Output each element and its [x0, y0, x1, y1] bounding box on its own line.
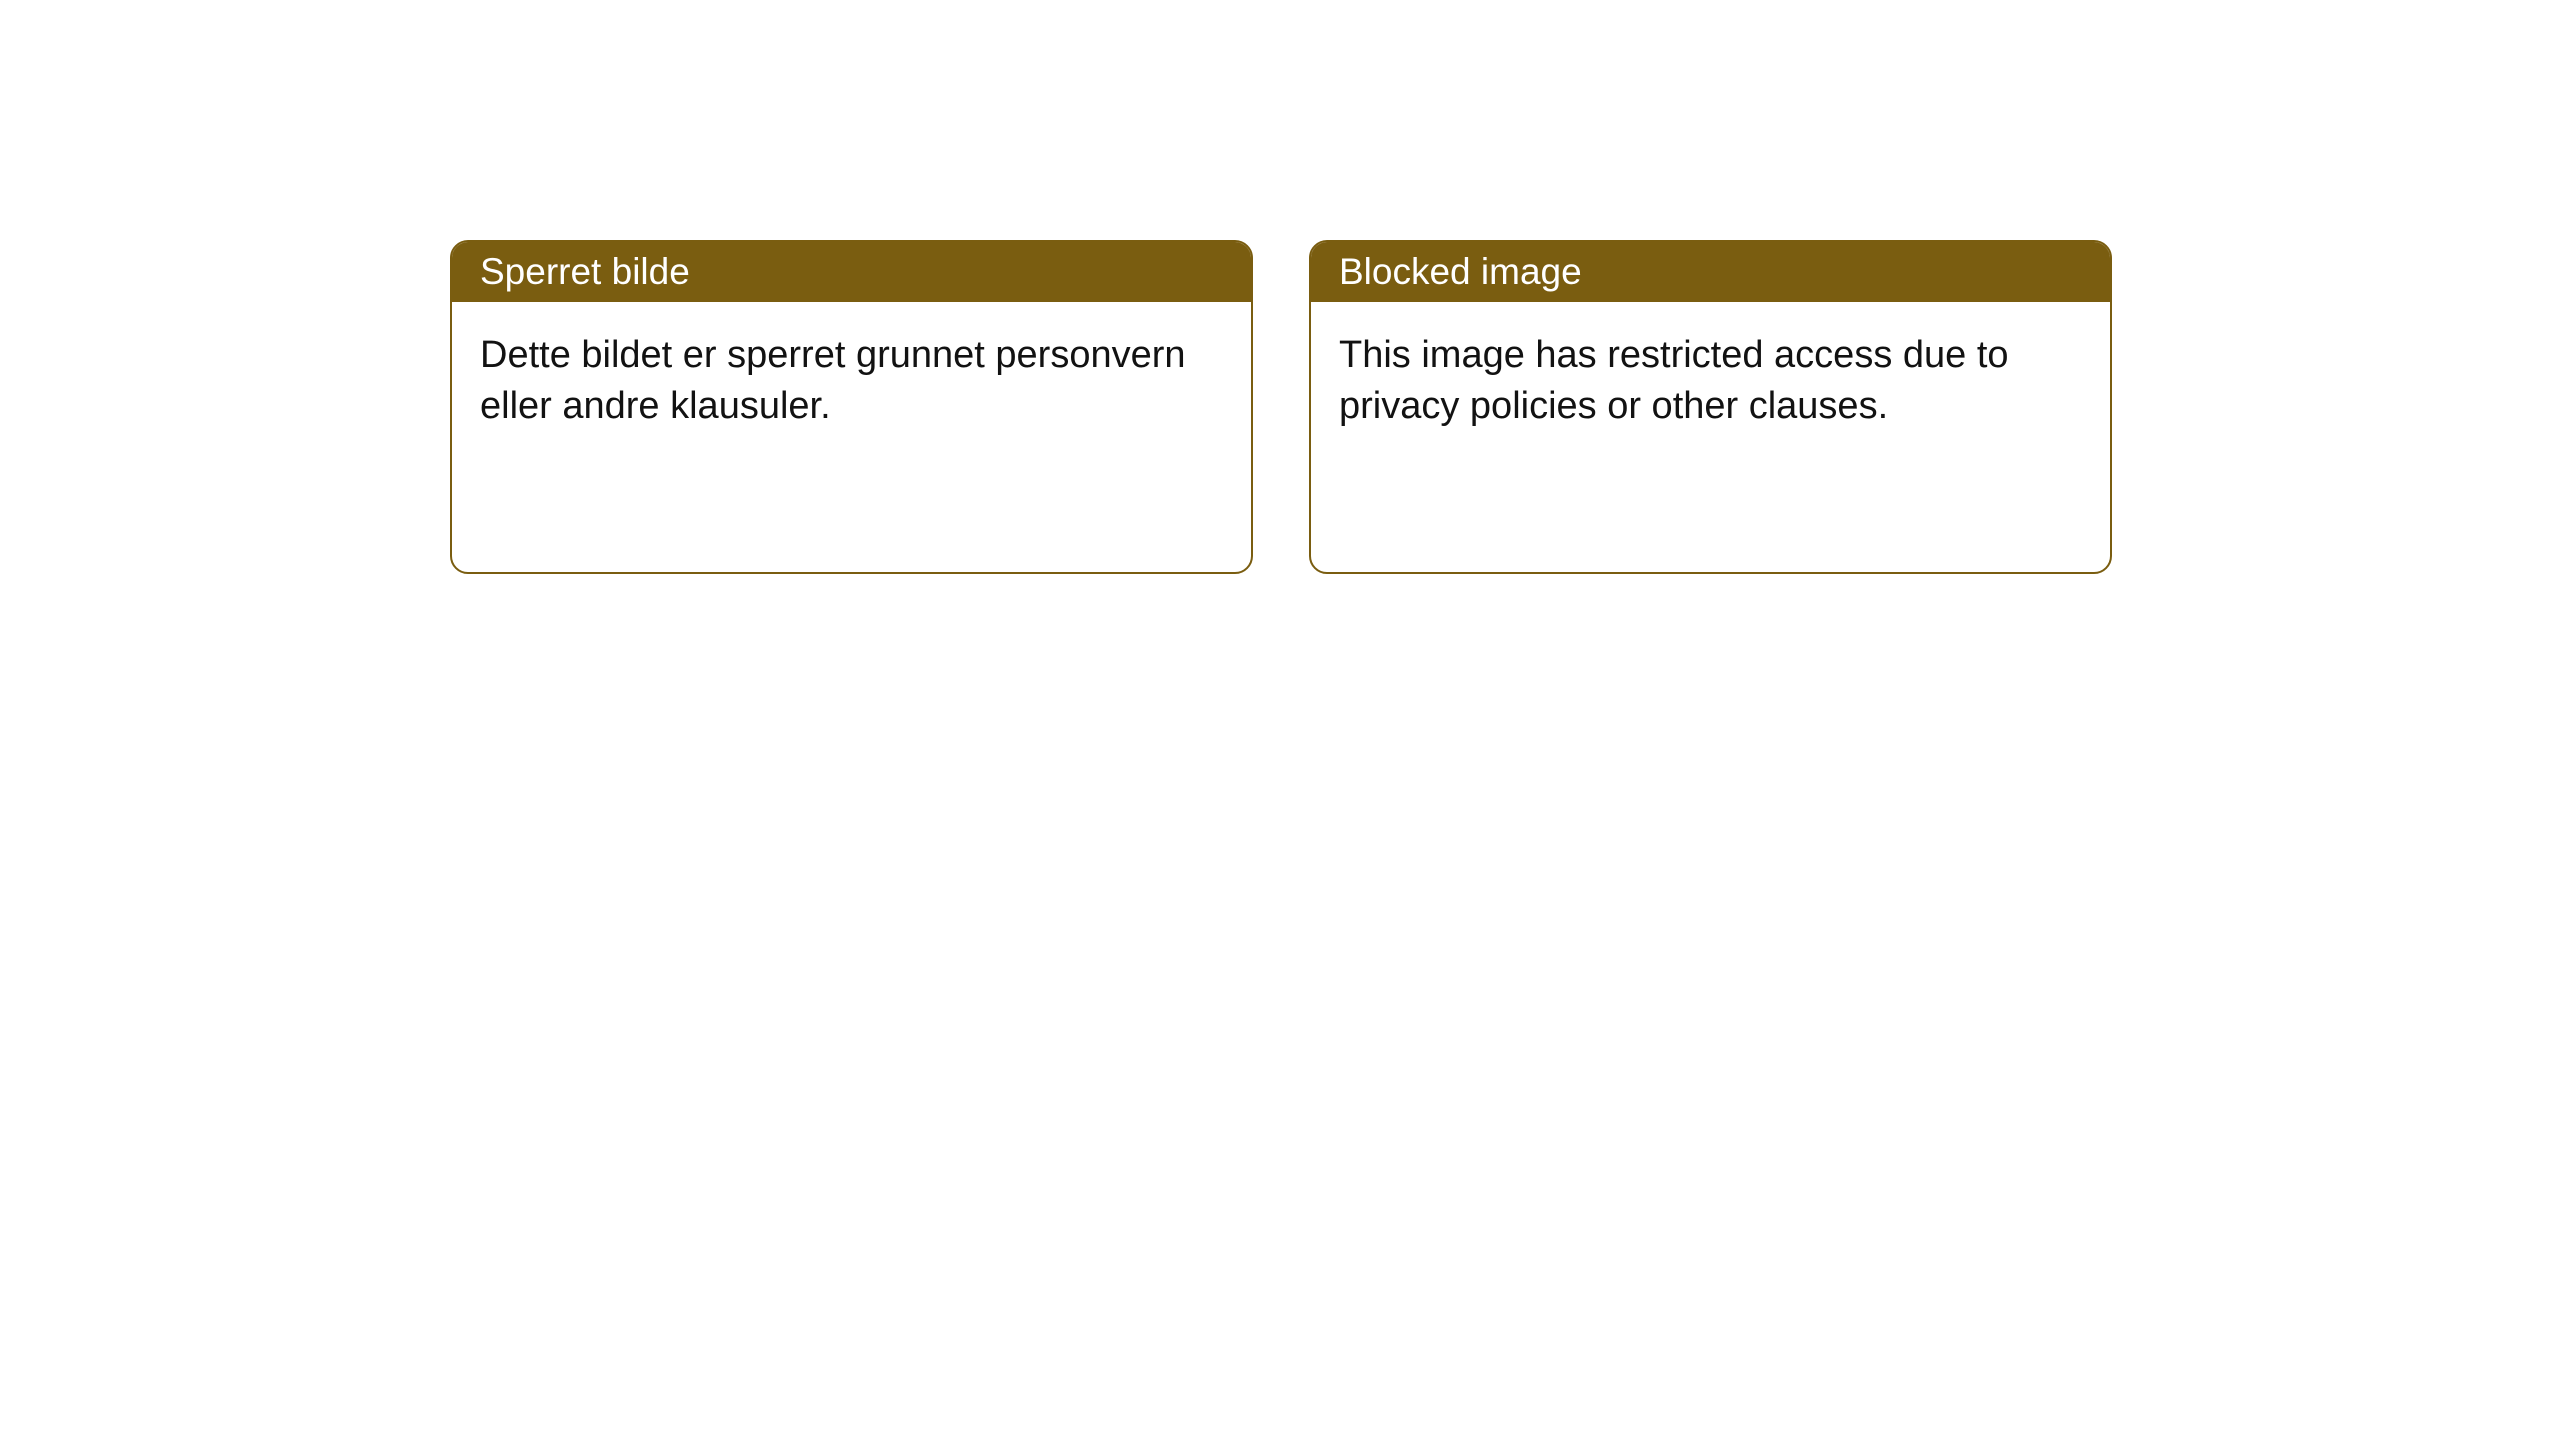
card-blocked-image-en: Blocked image This image has restricted …	[1309, 240, 2112, 574]
card-blocked-image-no: Sperret bilde Dette bildet er sperret gr…	[450, 240, 1253, 574]
card-body-text-no: Dette bildet er sperret grunnet personve…	[480, 334, 1186, 427]
card-body-en: This image has restricted access due to …	[1311, 302, 2110, 461]
card-header-no: Sperret bilde	[452, 242, 1251, 302]
cards-container: Sperret bilde Dette bildet er sperret gr…	[0, 0, 2560, 574]
card-title-no: Sperret bilde	[480, 251, 690, 292]
card-body-no: Dette bildet er sperret grunnet personve…	[452, 302, 1251, 461]
card-header-en: Blocked image	[1311, 242, 2110, 302]
card-title-en: Blocked image	[1339, 251, 1582, 292]
card-body-text-en: This image has restricted access due to …	[1339, 334, 2009, 427]
